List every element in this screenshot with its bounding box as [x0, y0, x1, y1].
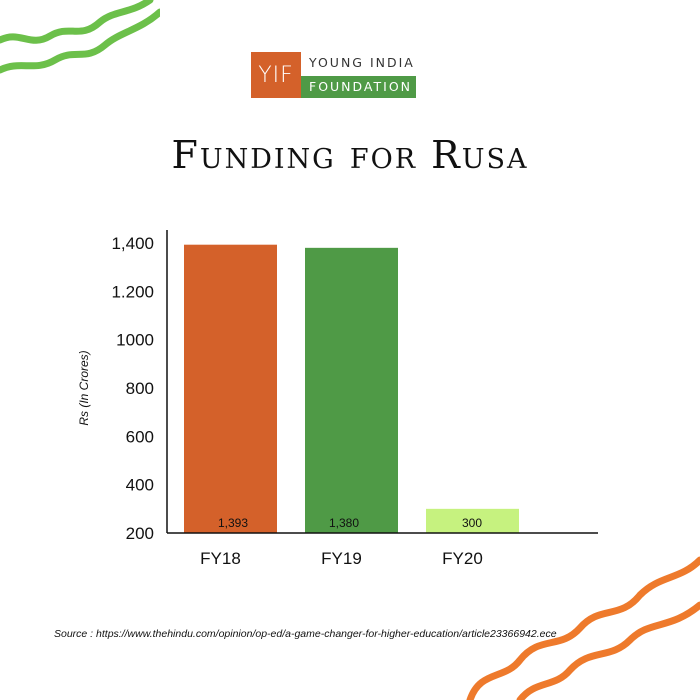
logo-mark: YIF	[251, 52, 301, 98]
x-tick-label: FY18	[200, 549, 241, 568]
bar-fy20	[426, 508, 519, 533]
logo-line1: YOUNG INDIA	[309, 55, 415, 70]
y-tick-label: 400	[126, 476, 154, 495]
y-tick-label: 800	[126, 379, 154, 398]
y-axis-label: Rs (In Crores)	[77, 350, 91, 425]
logo-text: YOUNG INDIA FOUNDATION	[301, 52, 417, 98]
y-tick-label: 1000	[116, 331, 154, 350]
y-tick-label: 1.200	[111, 282, 154, 301]
chart-title: Funding for Rusa	[171, 133, 529, 177]
y-tick-label: 1,400	[111, 234, 154, 253]
x-tick-label: FY19	[321, 549, 362, 568]
logo-line2: FOUNDATION	[301, 76, 417, 98]
green-squiggle-decoration	[0, 0, 160, 74]
bar-fy19	[305, 247, 398, 534]
bar-value-label: 1,380	[329, 516, 359, 530]
yif-logo: YIF YOUNG INDIA FOUNDATION	[251, 52, 417, 98]
bar-value-label: 1,393	[218, 516, 248, 530]
orange-squiggle-decoration	[466, 556, 700, 700]
y-tick-label: 200	[126, 524, 154, 543]
x-tick-label: FY20	[442, 549, 483, 568]
bar-fy18	[184, 244, 277, 534]
bar-value-label: 300	[462, 516, 482, 530]
y-tick-label: 600	[126, 427, 154, 446]
source-citation: Source : https://www.thehindu.com/opinio…	[54, 628, 557, 640]
